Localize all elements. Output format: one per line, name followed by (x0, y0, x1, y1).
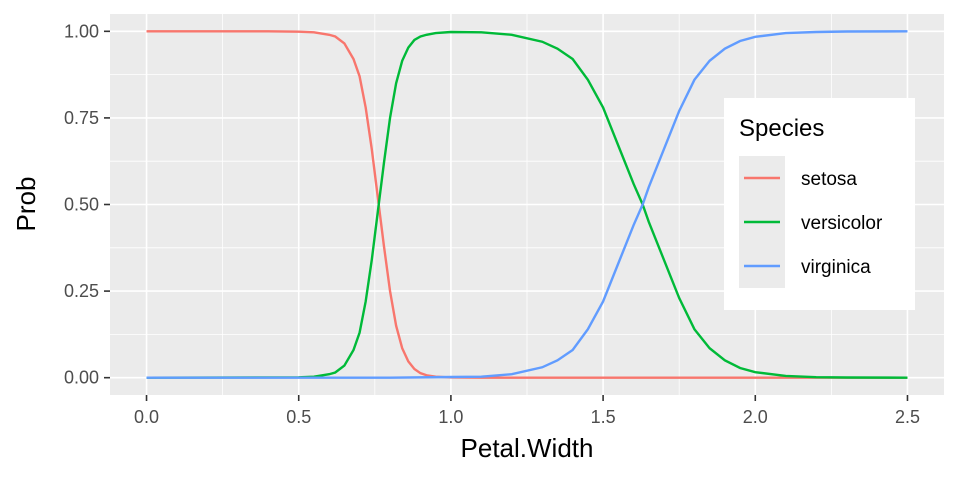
y-axis-title: Prob (11, 177, 41, 232)
series-lines (146, 30, 908, 379)
legend: Species setosa versicolor virginica (724, 98, 915, 310)
x-axis: 0.0 0.5 1.0 1.5 2.0 2.5 (134, 395, 920, 427)
x-axis-title: Petal.Width (461, 433, 594, 463)
series-line-virginica (146, 30, 908, 379)
y-tick-label: 0.00 (64, 368, 99, 388)
legend-label-versicolor: versicolor (801, 213, 883, 234)
x-tick-label: 1.0 (438, 407, 463, 427)
y-tick-label: 0.25 (64, 281, 99, 301)
legend-label-virginica: virginica (801, 257, 871, 278)
x-tick-label: 2.5 (895, 407, 920, 427)
x-tick-label: 1.5 (591, 407, 616, 427)
x-tick-label: 0.0 (134, 407, 159, 427)
y-tick-label: 1.00 (64, 21, 99, 41)
legend-items: setosa versicolor virginica (739, 156, 883, 288)
x-tick-label: 0.5 (286, 407, 311, 427)
series-line-versicolor (146, 30, 908, 379)
y-tick-label: 0.50 (64, 195, 99, 215)
legend-title: Species (739, 115, 824, 142)
x-tick-label: 2.0 (743, 407, 768, 427)
legend-label-setosa: setosa (801, 169, 857, 190)
y-tick-label: 0.75 (64, 108, 99, 128)
y-axis: 0.00 0.25 0.50 0.75 1.00 (64, 21, 110, 388)
